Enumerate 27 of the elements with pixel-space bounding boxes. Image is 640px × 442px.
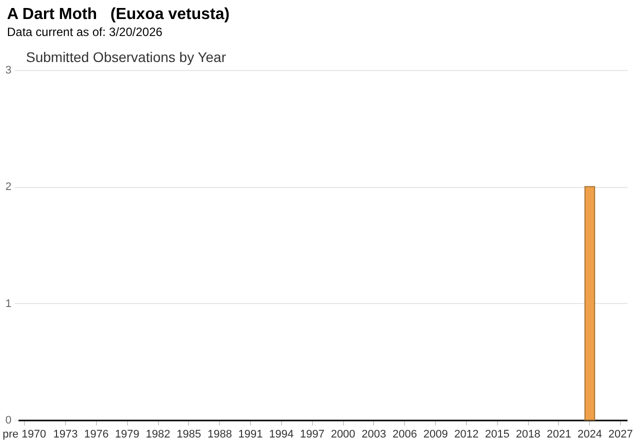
- x-tick-label: 2018: [516, 428, 540, 440]
- y-tick-label: 1: [5, 298, 12, 310]
- x-tick-label: 2027: [608, 428, 633, 440]
- x-tick-label: 2012: [454, 428, 479, 440]
- y-tick-label: 3: [5, 64, 12, 76]
- x-tick-label: 2006: [392, 428, 417, 440]
- chart-subtitle: Data current as of: 3/20/2026: [7, 25, 163, 39]
- x-tick-label: 1988: [207, 428, 232, 440]
- chart-title: A Dart Moth (Euxoa vetusta): [7, 6, 230, 23]
- x-tick-label: 1997: [300, 428, 324, 440]
- x-tick-label: 1994: [269, 428, 294, 440]
- x-tick-label: 1985: [176, 428, 202, 440]
- x-tick-label: 2003: [362, 428, 386, 440]
- x-tick-label: 2015: [485, 428, 510, 440]
- x-tick-label: 1973: [53, 428, 78, 440]
- x-tick-label: 1991: [238, 428, 263, 440]
- x-tick-label: 2021: [546, 428, 572, 440]
- x-tick-label: 2024: [578, 428, 602, 440]
- y-tick-label: 2: [5, 181, 12, 194]
- y-tick-label: 0: [5, 414, 12, 426]
- x-tick-label: 1976: [84, 428, 109, 440]
- x-tick-label: 2000: [330, 428, 356, 440]
- text: Submitted Observations by Year: [26, 49, 226, 65]
- x-tick-label: 2009: [423, 428, 448, 440]
- x-tick-label: 1979: [114, 428, 140, 440]
- x-tick-label: pre 1970: [2, 428, 46, 440]
- x-tick-label: 1982: [146, 428, 170, 440]
